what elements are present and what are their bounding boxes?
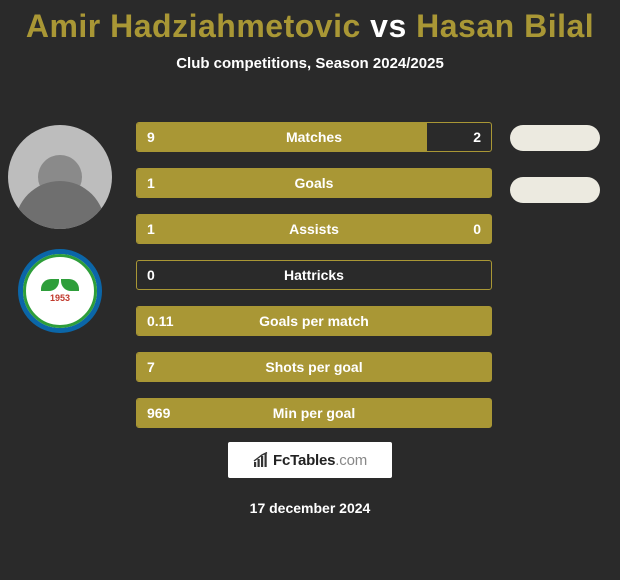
stat-row: 9Matches2 bbox=[136, 122, 492, 152]
left-avatar-column: 1953 bbox=[8, 125, 112, 333]
stat-label: Min per goal bbox=[137, 405, 491, 421]
right-avatar-column bbox=[510, 125, 600, 229]
player1-name: Amir Hadziahmetovic bbox=[26, 8, 361, 44]
chart-icon bbox=[253, 452, 269, 468]
stat-right-value: 2 bbox=[473, 129, 481, 145]
leaf-icon bbox=[41, 279, 59, 291]
stat-label: Shots per goal bbox=[137, 359, 491, 375]
stat-label: Goals bbox=[137, 175, 491, 191]
stat-row: 7Shots per goal bbox=[136, 352, 492, 382]
stat-row: 1Assists0 bbox=[136, 214, 492, 244]
avatar-body-shape bbox=[15, 181, 105, 229]
stat-label: Assists bbox=[137, 221, 491, 237]
club-badge: 1953 bbox=[18, 249, 102, 333]
stat-label: Goals per match bbox=[137, 313, 491, 329]
player2-avatar-placeholder bbox=[510, 125, 600, 151]
stat-row: 0Hattricks bbox=[136, 260, 492, 290]
stat-row: 1Goals bbox=[136, 168, 492, 198]
subtitle: Club competitions, Season 2024/2025 bbox=[0, 55, 620, 72]
stat-right-value: 0 bbox=[473, 221, 481, 237]
logo-suffix: .com bbox=[335, 452, 367, 469]
stats-container: 9Matches21Goals1Assists00Hattricks0.11Go… bbox=[136, 122, 492, 444]
player1-avatar bbox=[8, 125, 112, 229]
vs-text: vs bbox=[370, 8, 407, 44]
club-year: 1953 bbox=[50, 293, 70, 303]
stat-row: 0.11Goals per match bbox=[136, 306, 492, 336]
stat-row: 969Min per goal bbox=[136, 398, 492, 428]
club-badge-inner: 1953 bbox=[23, 254, 97, 328]
footer-logo-text: FcTables.com bbox=[273, 452, 367, 469]
footer-logo: FcTables.com bbox=[228, 442, 392, 478]
player2-club-placeholder bbox=[510, 177, 600, 203]
player2-name: Hasan Bilal bbox=[416, 8, 594, 44]
leaf-icon bbox=[61, 279, 79, 291]
date-line: 17 december 2024 bbox=[0, 500, 620, 516]
logo-main: FcTables bbox=[273, 452, 335, 469]
stat-label: Hattricks bbox=[137, 267, 491, 283]
stat-label: Matches bbox=[137, 129, 491, 145]
page-title: Amir Hadziahmetovic vs Hasan Bilal bbox=[0, 0, 620, 45]
